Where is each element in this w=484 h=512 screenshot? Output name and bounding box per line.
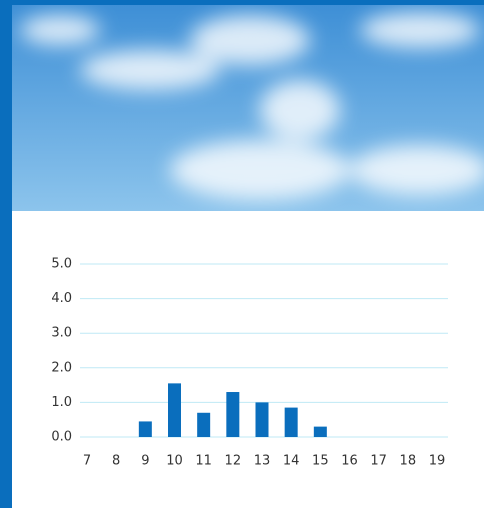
x-tick-label: 7 [83,454,91,469]
y-tick-label: 5.0 [51,257,72,272]
y-tick-label: 1.0 [51,395,72,410]
x-tick-label: 10 [166,454,183,469]
x-tick-label: 19 [429,454,446,469]
left-border [0,0,12,508]
bar [168,383,181,437]
x-tick-label: 9 [141,454,149,469]
page: 0.0 1.0 2.0 3.0 4.0 5.0 7 8 9 10 11 12 13 14 15 16 17 18 1… [0,0,484,512]
x-tick-label: 12 [225,454,242,469]
x-tick-label: 13 [254,454,271,469]
y-tick-label: 4.0 [51,291,72,306]
x-tick-label: 11 [195,454,212,469]
screen: 0.0 1.0 2.0 3.0 4.0 5.0 7 8 9 10 11 12 13 14 15 16 17 18 1… [0,0,484,508]
top-border [0,0,484,5]
bar [285,408,298,437]
y-tick-label: 0.0 [51,430,72,445]
y-tick-label: 3.0 [51,326,72,341]
bar [139,421,152,437]
x-tick-label: 15 [312,454,329,469]
bar [256,402,269,437]
x-tick-label: 14 [283,454,300,469]
bar [226,392,239,437]
x-tick-label: 18 [400,454,417,469]
x-tick-label: 17 [370,454,387,469]
bar [314,427,327,437]
bar [197,413,210,437]
x-tick-label: 8 [112,454,120,469]
sky-image [12,5,484,211]
x-tick-label: 16 [341,454,358,469]
y-tick-label: 2.0 [51,360,72,375]
